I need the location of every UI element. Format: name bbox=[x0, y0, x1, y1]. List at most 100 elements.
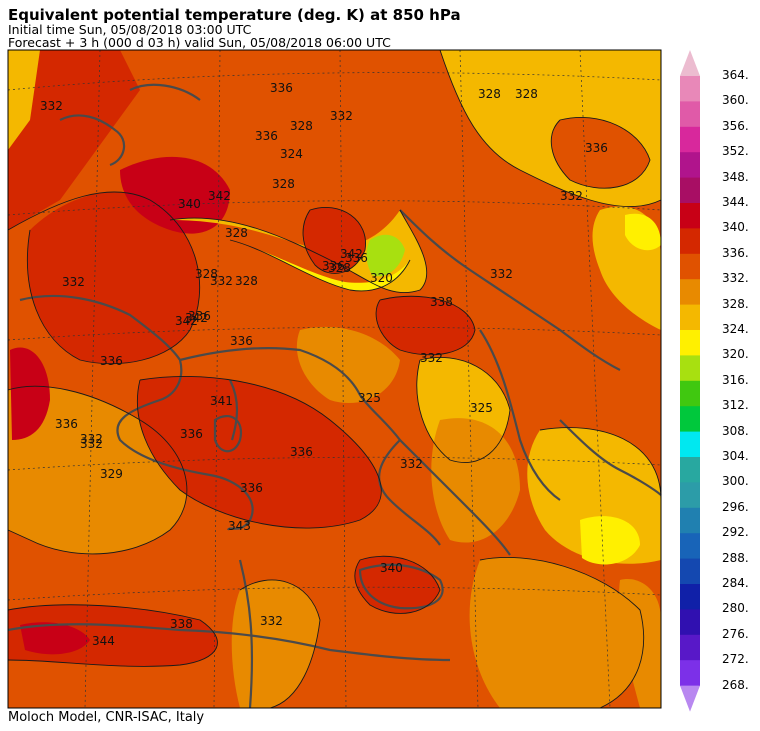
chart-title: Equivalent potential temperature (deg. K… bbox=[8, 6, 461, 24]
colorbar-swatch bbox=[680, 330, 700, 356]
contour-label: 342 bbox=[208, 189, 231, 203]
contour-label: 325 bbox=[358, 391, 381, 405]
colorbar-tick-label: 332. bbox=[722, 271, 749, 286]
contour-label: 325 bbox=[470, 401, 493, 415]
colorbar-tick-label: 360. bbox=[722, 93, 749, 108]
contour-label: 332 bbox=[62, 275, 85, 289]
contour-label: 338 bbox=[430, 295, 453, 309]
contour-label: 328 bbox=[478, 87, 501, 101]
contour-label: 332 bbox=[40, 99, 63, 113]
colorbar-top-arrow bbox=[680, 50, 700, 76]
colorbar-tick-label: 304. bbox=[722, 449, 749, 463]
contour-label: 328 bbox=[290, 119, 313, 133]
contour-label: 336 bbox=[100, 354, 123, 368]
colorbar-tick-label: 328. bbox=[722, 296, 749, 311]
field-region bbox=[625, 213, 661, 251]
colorbar-tick-label: 344. bbox=[722, 195, 749, 209]
colorbar-tick-label: 320. bbox=[722, 347, 749, 362]
colorbar-swatch bbox=[680, 101, 700, 128]
field-region bbox=[551, 117, 650, 189]
colorbar-swatch bbox=[680, 457, 700, 483]
colorbar-swatch bbox=[680, 482, 700, 509]
colorbar-tick-label: 292. bbox=[722, 525, 749, 540]
colorbar-swatch bbox=[680, 126, 700, 153]
colorbar-tick-label: 284. bbox=[722, 576, 749, 590]
contour-label: 328 bbox=[225, 226, 248, 240]
contour-label: 329 bbox=[100, 467, 123, 481]
colorbar-tick-label: 352. bbox=[722, 144, 749, 159]
colorbar-tick-label: 316. bbox=[722, 372, 749, 387]
colorbar-swatch bbox=[680, 558, 700, 585]
colorbar-swatch bbox=[680, 660, 700, 687]
contour-label: 336 bbox=[240, 481, 263, 495]
colorbar-swatch bbox=[680, 203, 700, 229]
contour-label: 340 bbox=[178, 197, 201, 211]
contour-label: 332 bbox=[80, 437, 103, 451]
contour-label: 344 bbox=[92, 634, 115, 648]
field-region bbox=[20, 622, 90, 655]
initial-time: Initial time Sun, 05/08/2018 03:00 UTC bbox=[8, 22, 252, 37]
contour-label: 332 bbox=[80, 432, 103, 446]
field-region bbox=[8, 50, 40, 150]
contour-label: 324 bbox=[280, 147, 303, 161]
contour-label: 332 bbox=[260, 614, 283, 628]
contour-label: 336 bbox=[322, 259, 345, 273]
contour-label: 336 bbox=[585, 141, 608, 155]
field-region bbox=[27, 191, 200, 364]
colorbar-tick-label: 356. bbox=[722, 118, 749, 133]
colorbar-swatch bbox=[680, 304, 700, 331]
contour-label: 336 bbox=[55, 417, 78, 431]
contour-label: 336 bbox=[345, 251, 368, 265]
field-region bbox=[170, 210, 427, 293]
contour-label: 336 bbox=[290, 445, 313, 459]
contour-label: 328 bbox=[235, 274, 258, 288]
colorbar-swatch bbox=[680, 380, 700, 407]
contour-label: 332 bbox=[330, 109, 353, 123]
contour-label: 336 bbox=[255, 129, 278, 143]
contour-label: 338 bbox=[170, 617, 193, 631]
contour-label: 328 bbox=[272, 177, 295, 191]
colorbar-tick-label: 312. bbox=[722, 398, 749, 413]
colorbar-tick-label: 336. bbox=[722, 245, 749, 260]
colorbar-tick-label: 276. bbox=[722, 626, 749, 641]
contour-label: 328 bbox=[328, 261, 351, 275]
contour-label: 336 bbox=[270, 81, 293, 95]
field-region bbox=[580, 516, 640, 565]
colorbar-swatch bbox=[680, 228, 700, 255]
colorbar-tick-label: 364. bbox=[722, 68, 749, 82]
colorbar-swatch bbox=[680, 584, 700, 610]
contour-label: 342 bbox=[185, 311, 208, 325]
contour-label: 328 bbox=[515, 87, 538, 101]
contour-label: 342 bbox=[340, 247, 363, 261]
contour-labels: 3323363363283283323283243323403423363323… bbox=[40, 81, 608, 648]
field-region bbox=[431, 418, 520, 543]
colorbar-swatch bbox=[680, 177, 700, 204]
contour-label: 340 bbox=[380, 561, 403, 575]
map-frame bbox=[7, 49, 662, 709]
field-region bbox=[231, 580, 320, 708]
colorbar-swatch bbox=[680, 279, 700, 306]
colorbar-tick-label: 340. bbox=[722, 220, 749, 235]
contour-label: 332 bbox=[490, 267, 513, 281]
field-region bbox=[8, 50, 140, 230]
field-region bbox=[137, 376, 382, 529]
contour-label: 343 bbox=[228, 519, 251, 533]
contour-label: 342 bbox=[175, 314, 198, 328]
field-region bbox=[303, 207, 366, 274]
field-region bbox=[120, 156, 230, 234]
colorbar-tick-label: 280. bbox=[722, 601, 749, 616]
field-region bbox=[376, 296, 475, 355]
contour-label: 336 bbox=[230, 334, 253, 348]
field-region bbox=[10, 347, 50, 440]
colorbar-tick-label: 324. bbox=[722, 322, 749, 336]
contour-label: 332 bbox=[420, 351, 443, 365]
colorbar-swatch bbox=[680, 609, 700, 636]
colorbar-swatch bbox=[680, 152, 700, 179]
colorbar-tick-label: 268. bbox=[722, 677, 749, 692]
contour-label: 336 bbox=[180, 427, 203, 441]
colorbar-swatch bbox=[680, 253, 700, 280]
contour-label: 328 bbox=[195, 267, 218, 281]
coastlines bbox=[7, 83, 662, 709]
